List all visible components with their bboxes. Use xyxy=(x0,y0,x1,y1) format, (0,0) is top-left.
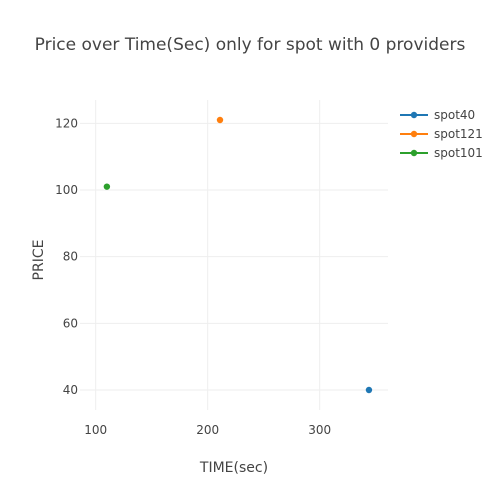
x-tick-label: 300 xyxy=(308,423,331,437)
legend-label: spot40 xyxy=(434,108,475,122)
chart-title: Price over Time(Sec) only for spot with … xyxy=(35,35,466,55)
data-points xyxy=(103,116,373,394)
legend: spot40 spot121 spot101 xyxy=(400,108,483,160)
legend-item-spot40[interactable]: spot40 xyxy=(400,108,475,122)
x-tick-label: 200 xyxy=(196,423,219,437)
legend-item-spot121[interactable]: spot121 xyxy=(400,127,483,141)
x-tick-label: 100 xyxy=(84,423,107,437)
legend-swatch-marker xyxy=(410,111,418,119)
legend-label: spot101 xyxy=(434,146,483,160)
y-axis-ticks: 40 60 80 100 120 xyxy=(55,116,78,397)
legend-swatch-marker xyxy=(410,130,418,138)
data-point-spot121[interactable] xyxy=(216,116,224,124)
legend-swatch-marker xyxy=(410,149,418,157)
y-axis-label: PRICE xyxy=(31,240,47,281)
y-tick-label: 40 xyxy=(63,383,78,397)
legend-item-spot101[interactable]: spot101 xyxy=(400,146,483,160)
x-axis-label: TIME(sec) xyxy=(199,460,268,476)
data-point-spot101[interactable] xyxy=(103,183,111,190)
y-tick-label: 80 xyxy=(63,250,78,264)
grid xyxy=(80,100,388,410)
x-axis-ticks: 100 200 300 xyxy=(84,423,331,437)
y-tick-label: 120 xyxy=(55,116,78,130)
y-tick-label: 60 xyxy=(63,316,78,330)
legend-label: spot121 xyxy=(434,127,483,141)
y-tick-label: 100 xyxy=(55,183,78,197)
data-point-spot40[interactable] xyxy=(365,386,373,394)
